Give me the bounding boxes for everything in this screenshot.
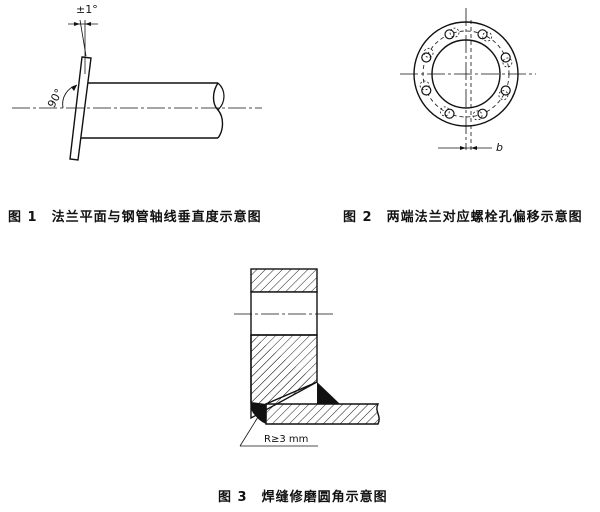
weld-fillet-top — [317, 382, 340, 404]
offset-arrow-left — [460, 146, 466, 150]
bolt-hole — [500, 52, 511, 63]
offset-arrow-right — [471, 146, 477, 150]
tilted-reference-line — [79, 19, 87, 57]
pipe-break-curve — [212, 82, 224, 139]
radius-label: R≥3 mm — [264, 434, 308, 445]
pipe-break-curve-inner — [217, 82, 225, 111]
figure1-diagram: ±1° 90° — [12, 3, 262, 161]
bolt-hole — [444, 29, 455, 40]
bolt-hole — [444, 108, 455, 119]
bolt-hole — [421, 52, 432, 63]
bolt-hole — [500, 85, 511, 96]
figure1-caption: 图 1 法兰平面与钢管轴线垂直度示意图 — [8, 210, 262, 225]
pipe-wall-section — [265, 403, 380, 425]
figure3-diagram: R≥3 mm — [234, 268, 380, 447]
bolt-hole — [421, 85, 432, 96]
offset-bolt-hole — [419, 80, 430, 91]
offset-label: b — [496, 141, 503, 154]
tolerance-arrow-left — [74, 22, 80, 26]
tolerance-arrow-right — [85, 22, 91, 26]
figure2-caption: 图 2 两端法兰对应螺栓孔偏移示意图 — [343, 210, 583, 225]
figure3-caption: 图 3 焊缝修磨圆角示意图 — [218, 490, 388, 505]
offset-bolt-hole — [423, 47, 434, 58]
offset-bolt-hole — [449, 27, 460, 38]
offset-bolt-hole — [502, 57, 513, 68]
tolerance-label: ±1° — [76, 3, 98, 16]
flange-bore — [250, 291, 318, 336]
radius-leader — [239, 416, 259, 447]
bolt-holes — [419, 27, 513, 121]
offset-bolt-hole — [498, 90, 509, 101]
bolt-hole — [477, 29, 488, 40]
figure2-diagram: b — [400, 8, 536, 154]
angle-arrow-tip — [71, 85, 77, 91]
bolt-hole — [477, 108, 488, 119]
flange-plate — [69, 56, 92, 161]
offset-bolt-hole — [482, 31, 493, 42]
offset-bolt-hole — [472, 110, 483, 121]
flange-section-top — [250, 268, 318, 293]
offset-bolt-hole — [439, 106, 450, 117]
weld-fillet-corner — [251, 402, 266, 424]
